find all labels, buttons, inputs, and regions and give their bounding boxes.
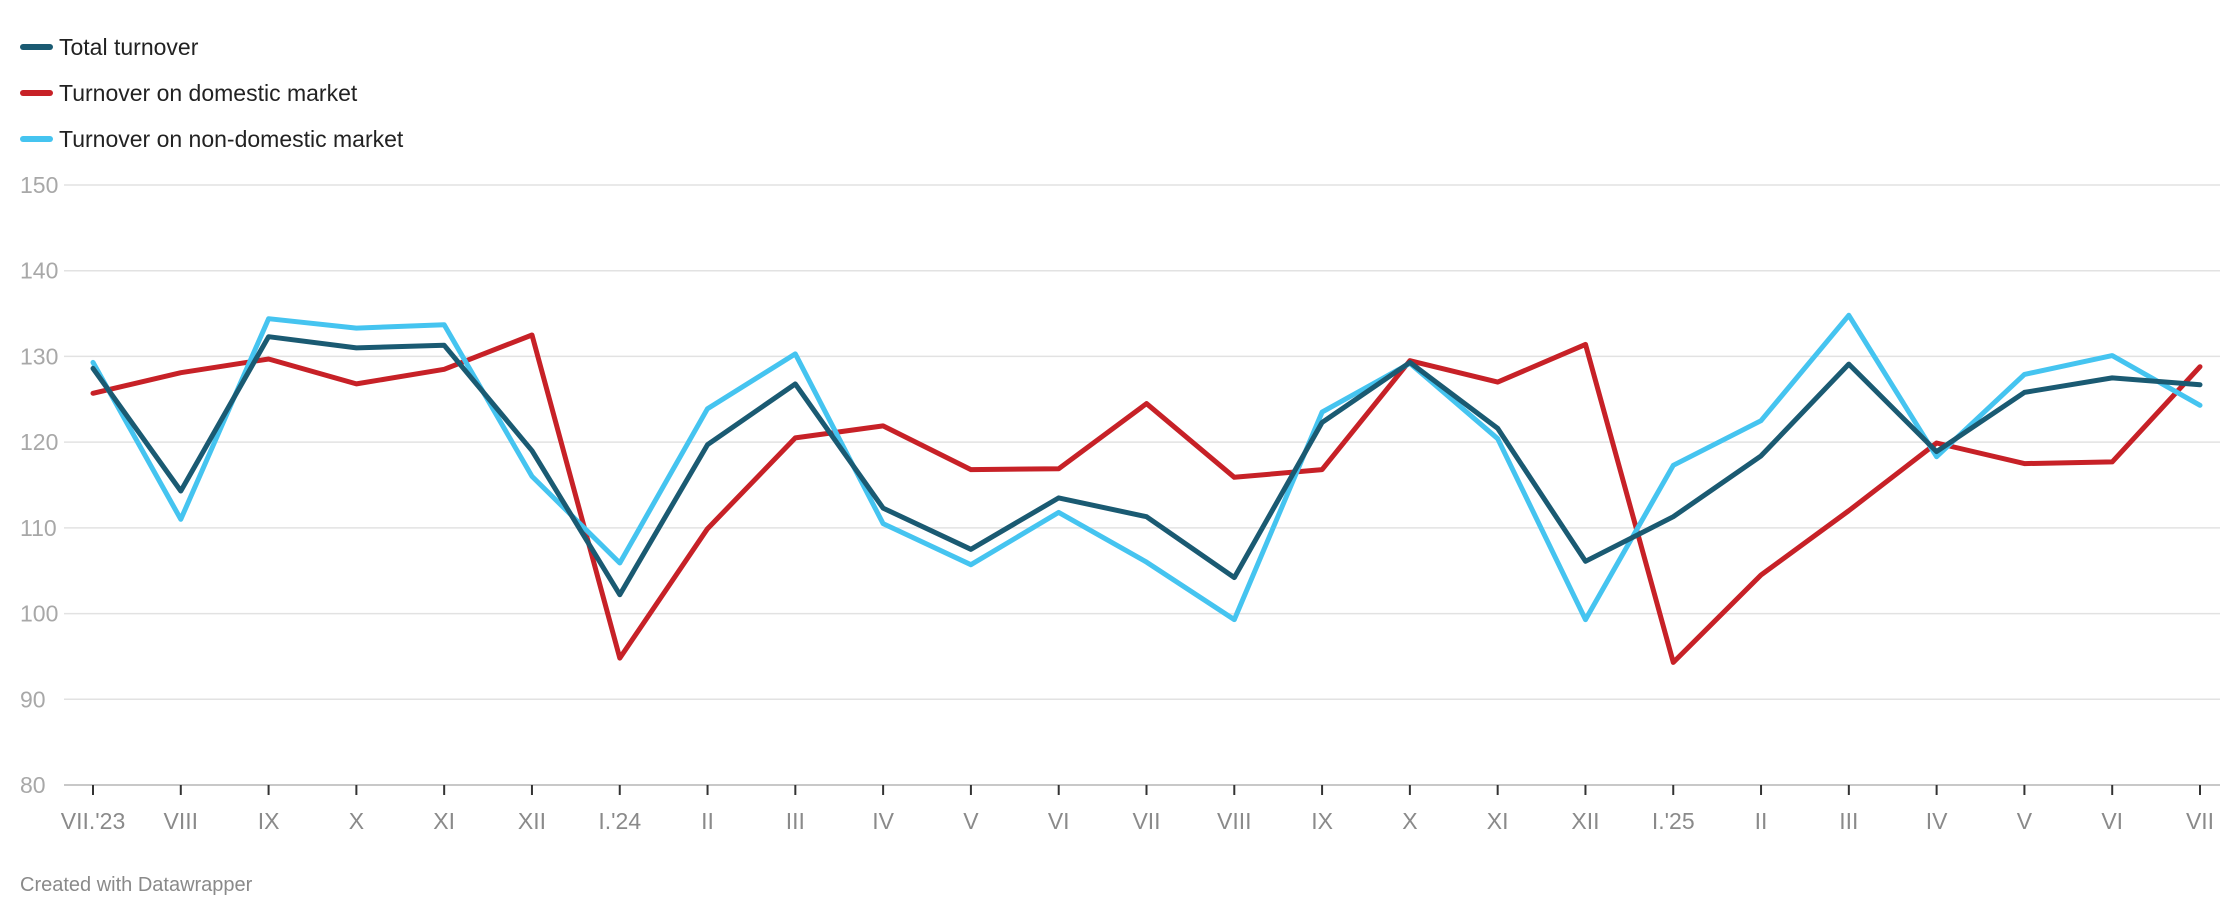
grid: 80 90 100 110 120 130 140 150 [20,172,2220,798]
x-tick-label: IX [258,808,280,834]
legend-swatch [20,136,53,142]
x-tick-label: II [1755,808,1768,834]
legend-item-non-domestic-turnover: Turnover on non-domestic market [20,116,403,162]
series-lines [90,312,2203,665]
x-tick-label: VI [2101,808,2123,834]
x-tick-label: IX [1311,808,1333,834]
x-tick-label: VII [1132,808,1160,834]
x-tick-label: XI [1487,808,1509,834]
series-line-total-turnover [90,334,2203,598]
y-tick-label: 150 [20,172,58,198]
y-tick-label: 80 [20,772,46,798]
x-tick-label: XI [433,808,455,834]
legend-label: Turnover on domestic market [59,79,358,106]
y-tick-label: 100 [20,601,58,627]
legend-item-domestic-turnover: Turnover on domestic market [20,70,403,116]
x-tick-label: XII [1571,808,1599,834]
x-tick-label: VI [1048,808,1070,834]
credit-text[interactable]: Created with Datawrapper [20,874,253,896]
y-tick-label: 110 [20,515,57,541]
x-tick-label: IV [872,808,894,834]
y-tick-label: 130 [20,343,58,369]
x-tick-label: II [701,808,714,834]
x-tick-label: V [963,808,979,834]
x-tick-label: X [349,808,364,834]
x-tick-label: XII [518,808,546,834]
legend-label: Total turnover [59,33,199,60]
legend-label: Turnover on non-domestic market [59,125,404,152]
x-tick-label: III [1839,808,1858,834]
x-axis: VII.'23 VIII IX X XI XII I.'24 II III IV V VI VII VII… [61,785,2214,834]
x-tick-label: VII [2186,808,2214,834]
y-tick-label: 120 [20,429,58,455]
series-line-turnover-on-domestic-market [90,332,2203,665]
legend-swatch [20,90,53,96]
x-tick-label: IV [1926,808,1948,834]
x-tick-label: I.'25 [1652,808,1695,834]
series-line-turnover-on-non-domestic-market [90,312,2203,623]
x-tick-label: X [1402,808,1417,834]
x-tick-label: III [786,808,805,834]
x-tick-label: VII.'23 [61,808,126,834]
y-tick-label: 90 [20,686,46,712]
y-tick-label: 140 [20,258,58,284]
legend-item-total-turnover: Total turnover [20,24,403,70]
legend: Total turnover Turnover on domestic mark… [20,24,403,162]
legend-swatch [20,44,53,50]
x-tick-label: VIII [164,808,199,834]
x-tick-label: VIII [1217,808,1252,834]
x-tick-label: I.'24 [598,808,641,834]
x-tick-label: V [2017,808,2033,834]
